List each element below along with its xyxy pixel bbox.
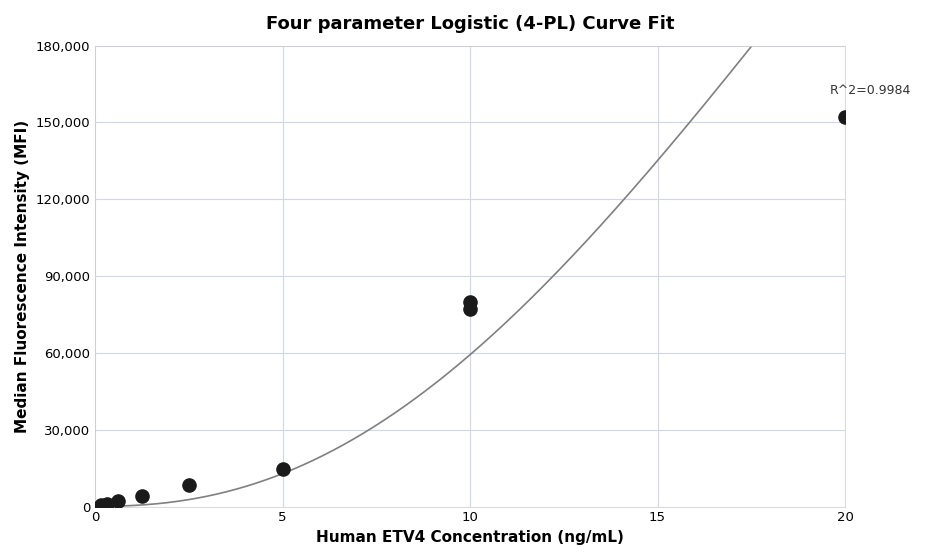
Point (94, 501, 108, 510)
X-axis label: Human ETV4 Concentration (ng/mL): Human ETV4 Concentration (ng/mL) (316, 530, 624, 545)
Point (463, 297, 477, 306)
Y-axis label: Median Fluorescence Intensity (MFI): Median Fluorescence Intensity (MFI) (15, 120, 30, 433)
Text: R^2=0.9984: R^2=0.9984 (830, 84, 911, 97)
Point (463, 305, 477, 314)
Point (111, 497, 126, 506)
Point (275, 465, 290, 474)
Point (134, 491, 149, 500)
Point (182, 480, 197, 489)
Point (99, 499, 114, 508)
Title: Four parameter Logistic (4-PL) Curve Fit: Four parameter Logistic (4-PL) Curve Fit (266, 15, 674, 33)
Point (838, 113, 853, 122)
